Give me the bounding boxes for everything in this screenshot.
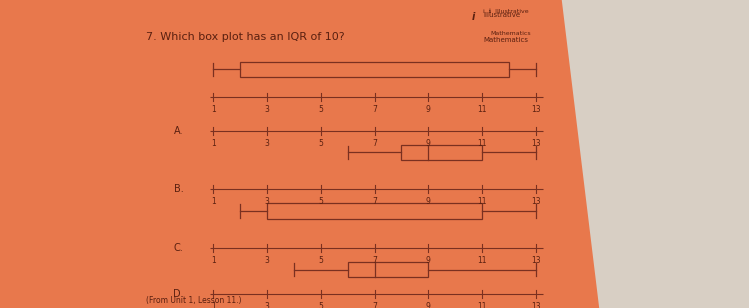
Text: Mathematics: Mathematics bbox=[491, 31, 531, 36]
Polygon shape bbox=[0, 0, 599, 308]
Text: 7: 7 bbox=[372, 139, 377, 148]
Text: 3: 3 bbox=[264, 256, 270, 265]
Bar bbox=[267, 203, 482, 219]
Text: 13: 13 bbox=[531, 302, 540, 308]
Text: 3: 3 bbox=[264, 197, 270, 206]
Text: 5: 5 bbox=[318, 256, 324, 265]
Text: 13: 13 bbox=[531, 256, 540, 265]
Text: 11: 11 bbox=[477, 256, 487, 265]
Text: 11: 11 bbox=[477, 197, 487, 206]
Text: 13: 13 bbox=[531, 139, 540, 148]
Text: B.: B. bbox=[174, 184, 184, 194]
Text: 3: 3 bbox=[264, 302, 270, 308]
Text: 7: 7 bbox=[372, 256, 377, 265]
Text: 3: 3 bbox=[264, 139, 270, 148]
Text: Mathematics: Mathematics bbox=[483, 37, 528, 43]
Text: 7: 7 bbox=[372, 105, 377, 114]
Text: 11: 11 bbox=[477, 302, 487, 308]
Text: 1: 1 bbox=[211, 105, 216, 114]
Text: 1: 1 bbox=[211, 197, 216, 206]
Text: 13: 13 bbox=[531, 105, 540, 114]
Bar bbox=[401, 145, 482, 160]
Text: C.: C. bbox=[174, 243, 184, 253]
Text: 7: 7 bbox=[372, 197, 377, 206]
Text: 9: 9 bbox=[425, 302, 431, 308]
Text: 13: 13 bbox=[531, 197, 540, 206]
Text: 9: 9 bbox=[425, 256, 431, 265]
Text: i: i bbox=[472, 12, 476, 22]
Text: 9: 9 bbox=[425, 197, 431, 206]
Text: 11: 11 bbox=[477, 105, 487, 114]
Text: 7: 7 bbox=[372, 302, 377, 308]
Text: 5: 5 bbox=[318, 302, 324, 308]
Text: 5: 5 bbox=[318, 105, 324, 114]
Text: (From Unit 1, Lesson 11.): (From Unit 1, Lesson 11.) bbox=[146, 296, 242, 305]
Text: Illustrative: Illustrative bbox=[483, 12, 521, 18]
Text: A.: A. bbox=[174, 126, 184, 136]
Text: 7. Which box plot has an IQR of 10?: 7. Which box plot has an IQR of 10? bbox=[146, 32, 345, 42]
Text: 5: 5 bbox=[318, 197, 324, 206]
Bar bbox=[348, 262, 428, 277]
Text: D.: D. bbox=[173, 289, 184, 299]
Text: 9: 9 bbox=[425, 139, 431, 148]
Text: 9: 9 bbox=[425, 105, 431, 114]
Text: 1: 1 bbox=[211, 139, 216, 148]
Text: 3: 3 bbox=[264, 105, 270, 114]
Text: 1: 1 bbox=[211, 302, 216, 308]
Text: 1: 1 bbox=[211, 256, 216, 265]
Text: 5: 5 bbox=[318, 139, 324, 148]
Bar bbox=[240, 62, 509, 77]
Text: 11: 11 bbox=[477, 139, 487, 148]
Text: i  ℹ  Illustrative: i ℹ Illustrative bbox=[483, 9, 529, 14]
